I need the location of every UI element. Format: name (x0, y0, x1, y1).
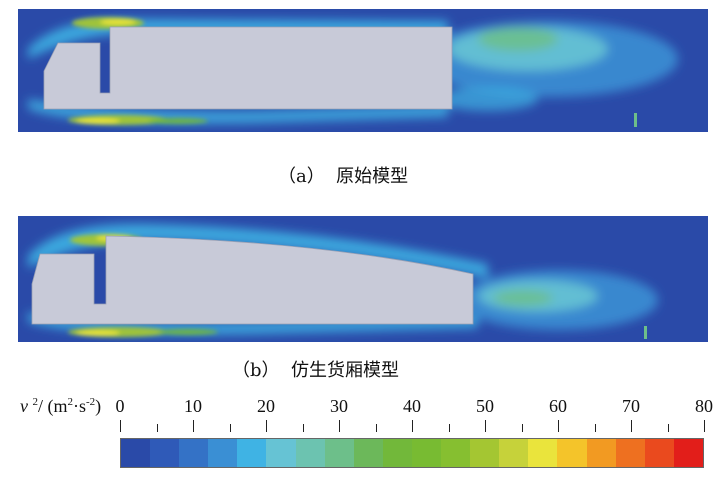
legend-minor-tick (521, 424, 523, 432)
colorbar-swatch-1 (150, 439, 180, 467)
legend-unit-suffix: ) (95, 396, 102, 416)
panel-original-model (18, 9, 708, 132)
colorbar-swatch-12 (470, 439, 500, 467)
colorbar-swatch-0 (121, 439, 151, 467)
legend-minor-tick (375, 424, 377, 432)
legend-tick-label: 40 (403, 396, 421, 416)
caption-bionic-model: （b） 仿生货厢模型 (232, 360, 399, 381)
legend-label: v 2/ (m2·s-2) (20, 396, 101, 417)
legend-unit-s-exponent: -2 (86, 396, 96, 408)
colorbar-swatch-18 (644, 439, 674, 467)
colorbar-swatch-3 (208, 439, 238, 467)
legend-minor-tick (302, 424, 304, 432)
legend-tick-label: 70 (622, 396, 640, 416)
legend-major-tick (558, 420, 559, 432)
probe-marker (634, 113, 637, 127)
legend-major-tick (339, 420, 340, 432)
legend-tick-labels: 0 10 20 30 40 50 60 70 80 (20, 392, 714, 422)
colorbar-swatch-8 (353, 439, 383, 467)
caption-original-model: （a） 原始模型 (278, 166, 409, 187)
legend-tick-label: 20 (257, 396, 275, 416)
colorbar-swatch-17 (615, 439, 645, 467)
colorbar-swatch-4 (237, 439, 267, 467)
legend-major-tick (266, 420, 267, 432)
legend-major-tick (193, 420, 194, 432)
legend-minor-tick (448, 424, 450, 432)
colorbar-swatch-16 (586, 439, 616, 467)
legend-tick-label: 30 (330, 396, 348, 416)
legend-minor-tick (156, 424, 158, 432)
colorbar-swatch-9 (382, 439, 412, 467)
legend-minor-tick (667, 424, 669, 432)
colorbar-swatch-10 (411, 439, 442, 467)
legend-major-tick (412, 420, 413, 432)
legend-tick-label: 60 (549, 396, 567, 416)
legend-major-tick (631, 420, 632, 432)
colorbar-swatch-14 (528, 439, 558, 467)
legend-tick-label: 80 (695, 396, 713, 416)
legend-minor-tick (594, 424, 596, 432)
probe-marker (644, 326, 647, 339)
colorbar-swatch-7 (324, 439, 354, 467)
legend-tick-label: 50 (476, 396, 494, 416)
colorbar-swatch-2 (179, 439, 209, 467)
legend-minor-tick (229, 424, 231, 432)
legend-tick-label: 10 (184, 396, 202, 416)
flow-field-bionic (18, 216, 708, 342)
colorbar (120, 438, 704, 468)
legend-tick-label: 0 (115, 396, 125, 416)
colorbar-swatch-5 (266, 439, 296, 467)
colorbar-swatch-11 (441, 439, 471, 467)
truck-body-original (43, 26, 453, 110)
colorbar-swatch-13 (499, 439, 529, 467)
colorbar-swatch-19 (673, 439, 703, 467)
flow-field-original (18, 9, 708, 132)
color-legend: v 2/ (m2·s-2) 0 10 20 30 40 50 60 70 80 (20, 392, 714, 482)
legend-major-tick (120, 420, 121, 432)
colorbar-swatch-15 (557, 439, 587, 467)
legend-unit-m-exponent: 2 (67, 396, 74, 408)
legend-tick-marks (20, 420, 710, 432)
legend-unit-mid: ·s (73, 396, 86, 416)
legend-major-tick (704, 420, 705, 432)
colorbar-swatch-6 (295, 439, 325, 467)
legend-variable: v (20, 396, 28, 416)
legend-exponent: 2 (32, 396, 39, 408)
legend-unit-prefix: / (m (38, 396, 68, 416)
truck-body-bionic (31, 235, 474, 325)
legend-major-tick (485, 420, 486, 432)
panel-bionic-model (18, 216, 708, 342)
